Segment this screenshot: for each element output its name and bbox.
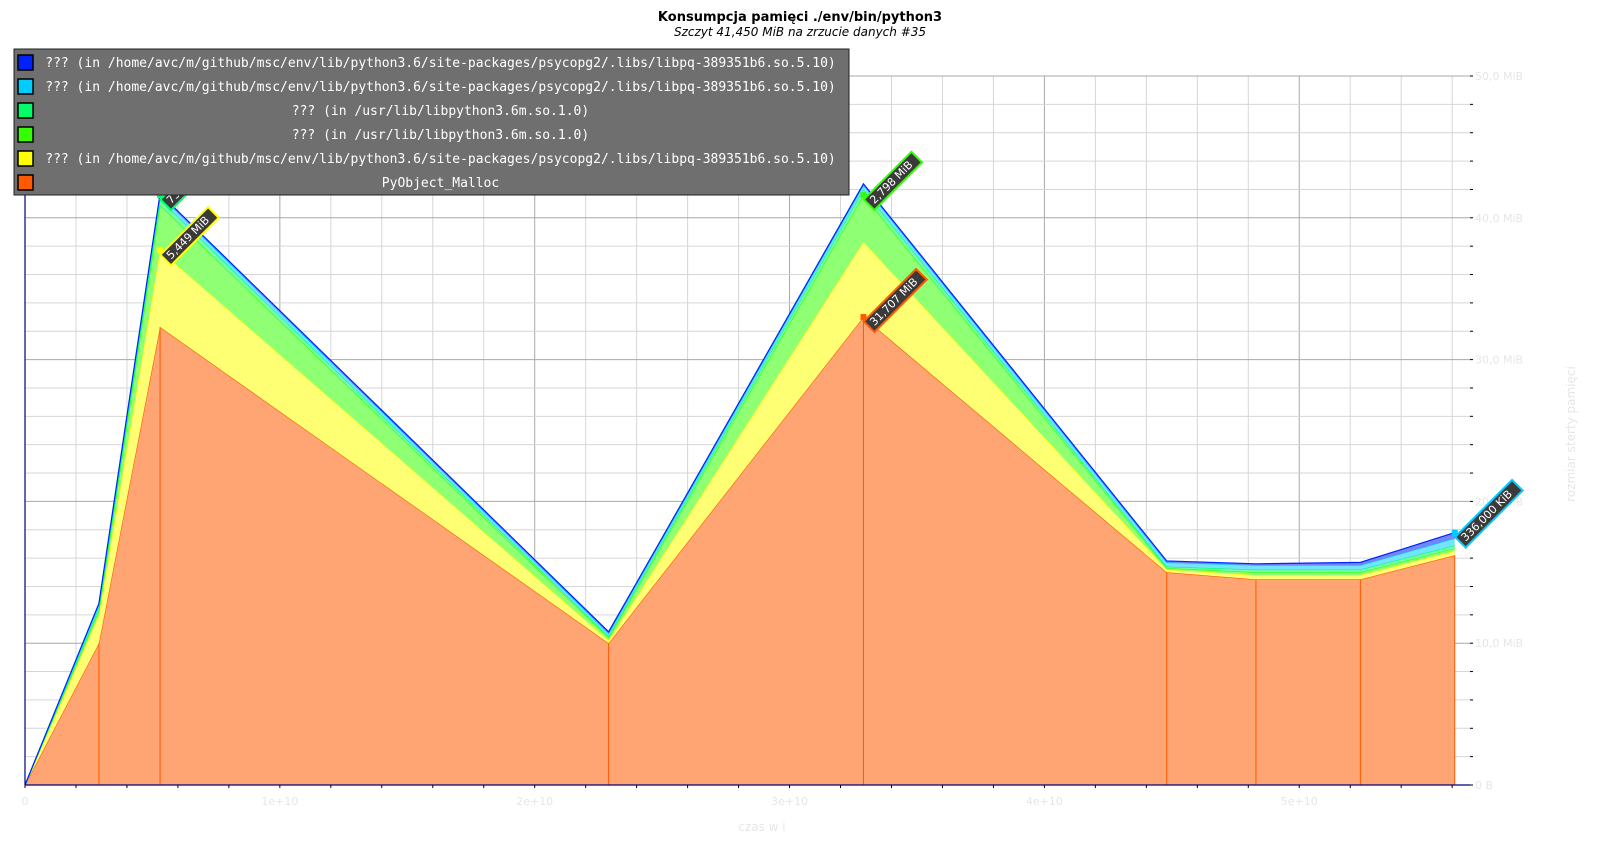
legend-swatch <box>17 102 34 119</box>
legend-entry: ??? (in /usr/lib/libpython3.6m.so.1.0) <box>292 128 589 143</box>
snapshot-lines <box>98 317 1456 785</box>
legend-swatch <box>17 54 34 71</box>
y-tick-label: 40,0 MiB <box>1475 212 1523 225</box>
y-axis-label: rozmiar sterty pamięci <box>1564 366 1578 502</box>
peak-label: 2,798 MiB <box>862 150 924 212</box>
stacked-areas <box>24 182 1455 786</box>
legend-box <box>13 48 850 196</box>
legend-swatch <box>17 78 34 95</box>
x-tick-label: 2e+10 <box>516 795 553 808</box>
legend-swatch <box>17 126 34 143</box>
legend-entry: ??? (in /home/avc/m/github/msc/env/lib/p… <box>45 152 836 167</box>
legend-swatch <box>17 150 34 167</box>
x-tick-label: 4e+10 <box>1026 795 1063 808</box>
peak-marker <box>157 247 164 254</box>
y-tick-label: 50,0 MiB <box>1475 70 1523 83</box>
peak-label-box <box>158 205 221 267</box>
y-tick-label: 30,0 MiB <box>1475 354 1523 367</box>
legend-entry: ??? (in /usr/lib/libpython3.6m.so.1.0) <box>292 104 589 119</box>
y-tick-label: 10,0 MiB <box>1475 637 1523 650</box>
area-series-0 <box>25 317 1455 785</box>
area-series-1 <box>25 241 1455 785</box>
peak-marker <box>860 314 867 321</box>
peak-label-box <box>862 150 924 212</box>
x-tick-label: 5e+10 <box>1281 795 1318 808</box>
x-axis-label: czas w i <box>738 820 785 834</box>
legend: ??? (in /home/avc/m/github/msc/env/lib/p… <box>13 48 850 196</box>
y-tick-label: 0 B <box>1475 779 1493 792</box>
x-tick-label: 3e+10 <box>771 795 808 808</box>
legend-swatch <box>17 174 34 191</box>
peak-marker <box>1451 529 1458 536</box>
peak-label-box <box>1453 478 1525 549</box>
legend-entry: ??? (in /home/avc/m/github/msc/env/lib/p… <box>45 80 836 95</box>
legend-entry: PyObject_Malloc <box>382 176 499 191</box>
peak-marker <box>860 192 867 199</box>
peak-label: 336,000 KiB <box>1453 478 1525 549</box>
chart-title: Konsumpcja pamięci ./env/bin/python3 <box>658 10 942 25</box>
line-series-5 <box>24 182 1455 786</box>
chart-subtitle: Szczyt 41,450 MiB na zrzucie danych #35 <box>674 25 926 39</box>
x-tick-label: 1e+10 <box>261 795 298 808</box>
x-tick-label: 0 <box>22 795 29 808</box>
peak-label-box <box>862 267 929 334</box>
legend-entry: ??? (in /home/avc/m/github/msc/env/lib/p… <box>45 56 836 71</box>
